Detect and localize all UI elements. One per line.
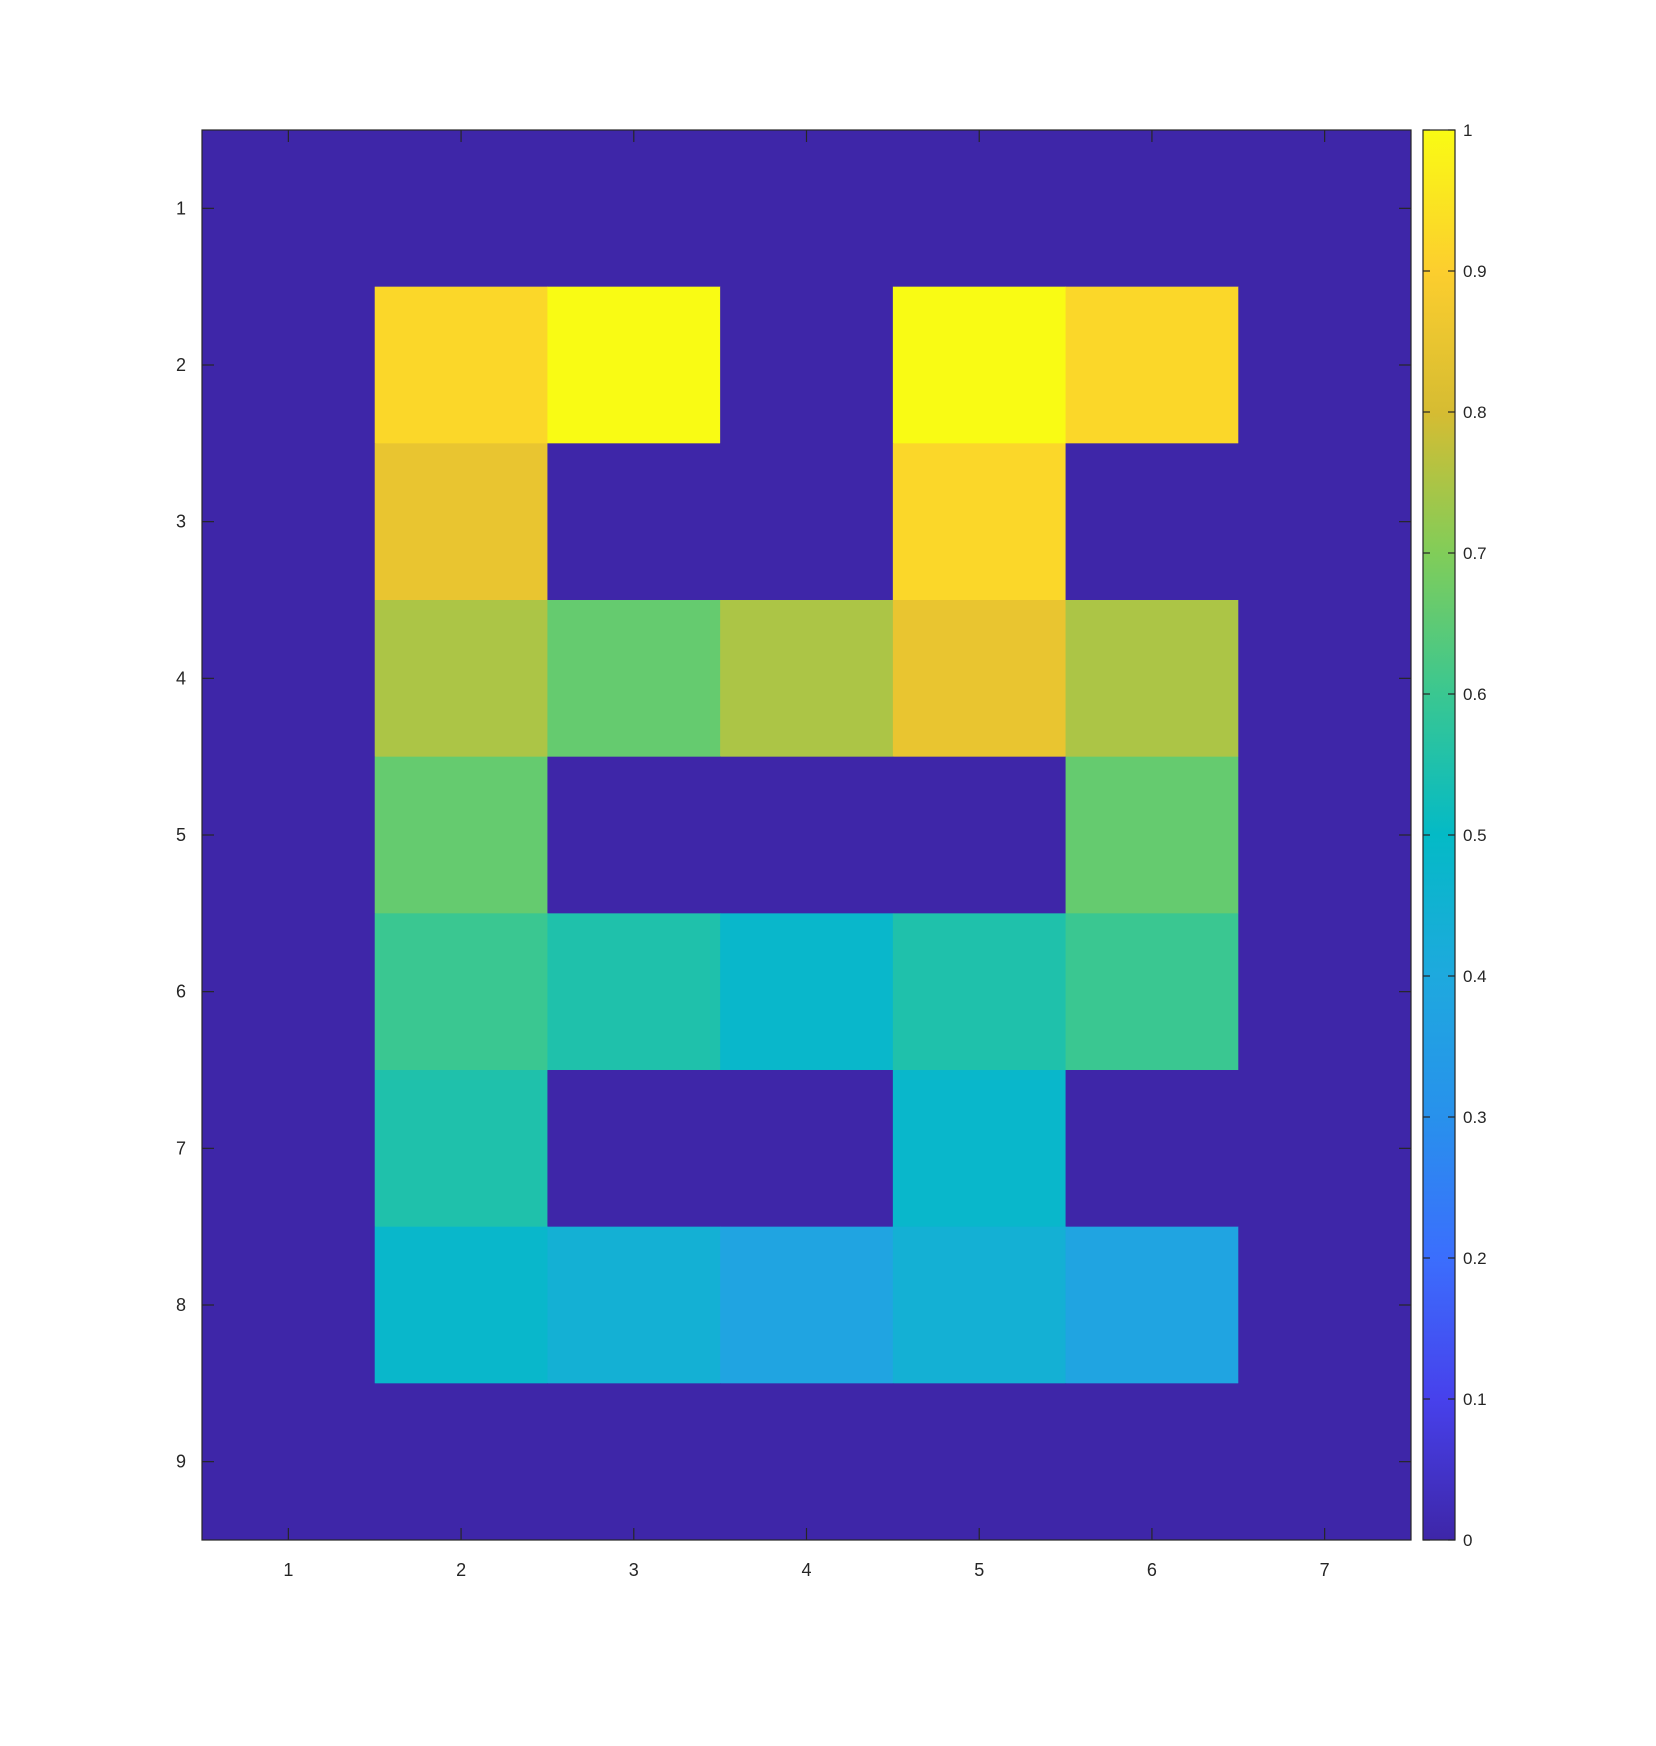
heatmap-cell [720, 286, 894, 444]
colorbar-tick-label: 0.7 [1463, 544, 1487, 563]
heatmap-cell [720, 756, 894, 914]
heatmap-cell [892, 130, 1067, 288]
heatmap-cell [202, 913, 376, 1071]
heatmap-cells [202, 130, 1412, 1541]
heatmap-cell [202, 286, 376, 444]
heatmap-cell [202, 443, 376, 601]
heatmap-cell [720, 1226, 894, 1384]
heatmap-cell [892, 756, 1067, 914]
heatmap-cell [547, 913, 721, 1071]
colorbar-tick-label: 0.8 [1463, 403, 1487, 422]
y-axis: 1 2 3 4 5 6 7 8 9 [176, 198, 1411, 1472]
y-tick-label: 3 [176, 512, 186, 532]
y-tick-label: 4 [176, 668, 186, 688]
heatmap-cell [547, 756, 721, 914]
y-tick-label: 1 [176, 198, 186, 218]
heatmap-cell [374, 913, 548, 1071]
heatmap-cell [892, 1226, 1067, 1384]
heatmap-cell [202, 1070, 376, 1228]
x-tick-label: 7 [1320, 1560, 1330, 1580]
heatmap-cell [547, 600, 721, 758]
heatmap-cell [202, 1226, 376, 1384]
heatmap-cell [1065, 756, 1239, 914]
y-tick-label: 9 [176, 1452, 186, 1472]
heatmap-cell [202, 600, 376, 758]
colorbar-tick-label: 0.1 [1463, 1390, 1487, 1409]
heatmap-cell [1238, 130, 1412, 288]
heatmap-cell [892, 1070, 1067, 1228]
heatmap-cell [1065, 1070, 1239, 1228]
colorbar-tick-label: 1 [1463, 121, 1472, 140]
heatmap-cell [1238, 443, 1412, 601]
heatmap-cell [547, 443, 721, 601]
heatmap-cell [892, 600, 1067, 758]
colorbar-tick-label: 0.2 [1463, 1249, 1487, 1268]
heatmap-cell [547, 1070, 721, 1228]
heatmap-cell [720, 913, 894, 1071]
heatmap-cell [892, 286, 1067, 444]
heatmap-cell [374, 1226, 548, 1384]
colorbar-ticks: 0 0.1 0.2 0.3 0.4 0.5 0.6 0.7 0.8 0.9 1 [1423, 121, 1487, 1550]
heatmap-cell [1238, 1383, 1412, 1541]
heatmap-cell [374, 600, 548, 758]
heatmap-cell [892, 1383, 1067, 1541]
x-tick-label: 6 [1147, 1560, 1157, 1580]
colorbar-tick-label: 0.5 [1463, 826, 1487, 845]
y-tick-label: 6 [176, 982, 186, 1002]
colorbar-tick-label: 0 [1463, 1531, 1472, 1550]
y-tick-label: 8 [176, 1295, 186, 1315]
heatmap-cell [1238, 913, 1412, 1071]
heatmap-cell [720, 1070, 894, 1228]
heatmap-cell [892, 443, 1067, 601]
heatmap-cell [1065, 913, 1239, 1071]
colorbar-tick-label: 0.6 [1463, 685, 1487, 704]
heatmap-cell [1065, 286, 1239, 444]
x-tick-label: 4 [801, 1560, 811, 1580]
heatmap-cell [547, 1383, 721, 1541]
colorbar-tick-label: 0.3 [1463, 1108, 1487, 1127]
heatmap-cell [547, 1226, 721, 1384]
heatmap-cell [1238, 600, 1412, 758]
heatmap-cell [374, 1383, 548, 1541]
y-tick-label: 7 [176, 1138, 186, 1158]
x-tick-label: 2 [456, 1560, 466, 1580]
heatmap-cell [1065, 443, 1239, 601]
heatmap-cell [720, 130, 894, 288]
heatmap-cell [547, 286, 721, 444]
heatmap-cell [547, 130, 721, 288]
heatmap-cell [1065, 130, 1239, 288]
heatmap-cell [202, 1383, 376, 1541]
x-axis: 1 2 3 4 5 6 7 [283, 130, 1330, 1580]
heatmap-cell [892, 913, 1067, 1071]
x-tick-label: 3 [629, 1560, 639, 1580]
heatmap-cell [720, 443, 894, 601]
colorbar-tick-label: 0.9 [1463, 262, 1487, 281]
heatmap-cell [720, 600, 894, 758]
y-tick-label: 5 [176, 825, 186, 845]
heatmap-cell [1238, 1226, 1412, 1384]
heatmap-cell [374, 443, 548, 601]
heatmap-cell [1065, 1383, 1239, 1541]
heatmap-cell [374, 756, 548, 914]
heatmap-cell [202, 756, 376, 914]
y-tick-label: 2 [176, 355, 186, 375]
heatmap-cell [1065, 1226, 1239, 1384]
heatmap-cell [1238, 756, 1412, 914]
heatmap-cell [1065, 600, 1239, 758]
x-tick-label: 5 [974, 1560, 984, 1580]
x-tick-label: 1 [283, 1560, 293, 1580]
heatmap-cell [374, 286, 548, 444]
colorbar-tick-label: 0.4 [1463, 967, 1487, 986]
heatmap-cell [720, 1383, 894, 1541]
heatmap-cell [374, 130, 548, 288]
heatmap-cell [1238, 286, 1412, 444]
heatmap-cell [1238, 1070, 1412, 1228]
heatmap-cell [374, 1070, 548, 1228]
heatmap-cell [202, 130, 376, 288]
